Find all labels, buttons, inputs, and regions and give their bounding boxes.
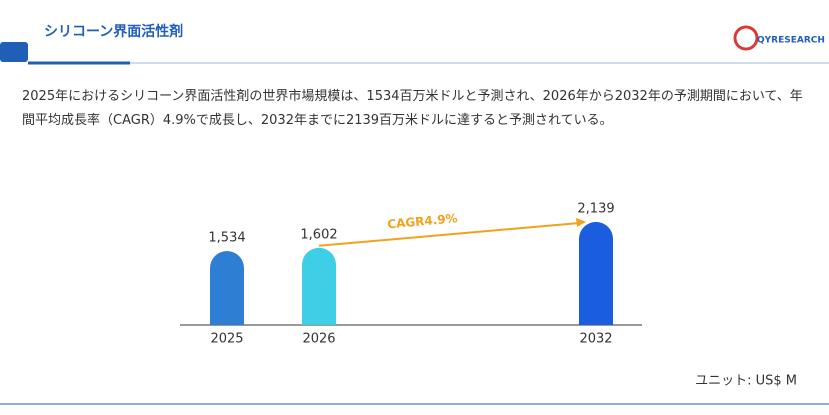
value-label: 1,534 <box>208 231 245 246</box>
header-title: シリコーン界面活性剤 <box>44 23 183 40</box>
x-tick-label: 2032 <box>579 332 612 347</box>
logo-text: QYRESEARCH <box>757 36 825 46</box>
cagr-arrowhead <box>576 217 586 227</box>
header-tab <box>0 42 28 62</box>
x-tick-label: 2025 <box>210 332 243 347</box>
value-label: 1,602 <box>300 227 337 242</box>
cagr-label: CAGR4.9% <box>387 211 458 231</box>
value-label: 2,139 <box>577 201 614 216</box>
bar <box>302 247 336 325</box>
x-tick-label: 2026 <box>302 332 335 347</box>
cagr-arrow <box>318 222 579 247</box>
description: 2025年におけるシリコーン界面活性剤の世界市場規模は、1534百万米ドルと予測… <box>22 89 803 128</box>
bar <box>210 251 244 325</box>
unit-label: ユニット: US$ M <box>695 374 797 389</box>
bar <box>579 221 613 325</box>
logo-icon <box>733 25 759 51</box>
